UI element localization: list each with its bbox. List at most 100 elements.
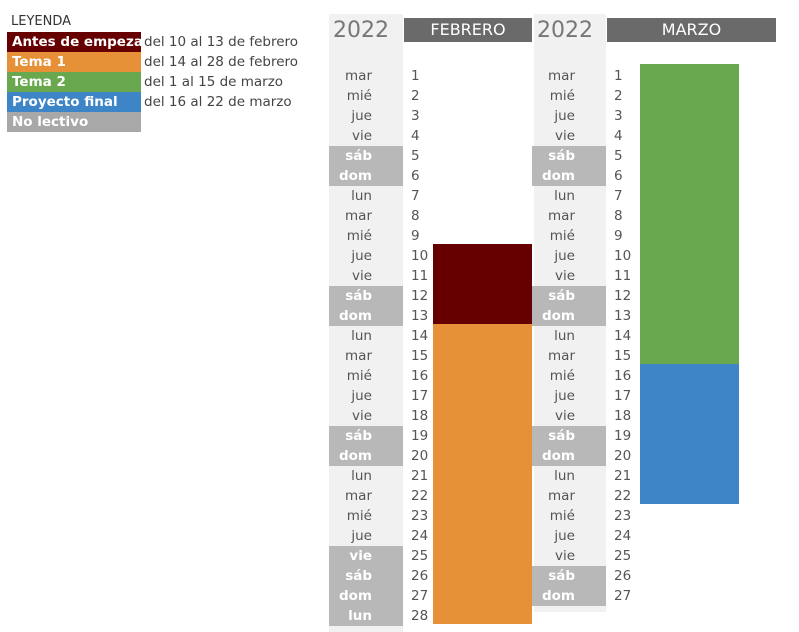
legend-title: LEYENDA — [11, 14, 72, 29]
day-number: 4 — [411, 128, 420, 144]
day-number: 15 — [411, 348, 429, 364]
weekday-label: lun — [351, 468, 372, 484]
legend-range: del 14 al 28 de febrero — [144, 54, 299, 70]
weekday-label: jue — [554, 248, 575, 264]
weekday-label: sáb — [548, 288, 575, 304]
day-row: vie 18 — [329, 406, 428, 426]
day-number: 13 — [411, 308, 429, 324]
day-row: jue 10 — [532, 246, 631, 266]
day-row: lun 7 — [532, 186, 622, 206]
day-number: 3 — [614, 108, 623, 124]
day-row: lun 21 — [532, 466, 631, 486]
day-number: 28 — [411, 608, 429, 624]
day-number: 1 — [411, 68, 420, 84]
legend-swatch-label: Tema 1 — [7, 52, 141, 72]
day-number: 12 — [614, 288, 632, 304]
day-row: sáb 5 — [532, 146, 623, 166]
day-row: sáb 19 — [532, 426, 631, 446]
legend-range: del 1 al 15 de marzo — [144, 74, 284, 90]
legend-range: del 10 al 13 de febrero — [144, 34, 299, 50]
day-number: 25 — [614, 548, 632, 564]
day-row: dom 6 — [532, 166, 623, 186]
day-row: jue 17 — [329, 386, 428, 406]
day-row: vie 25 — [532, 546, 631, 566]
day-number: 22 — [411, 488, 429, 504]
day-number: 8 — [614, 208, 623, 224]
day-number: 17 — [614, 388, 632, 404]
weekday-label: sáb — [345, 148, 372, 164]
day-number: 20 — [614, 448, 632, 464]
day-row: mié 9 — [532, 226, 623, 246]
weekday-label: mar — [548, 208, 575, 224]
day-number: 11 — [411, 268, 429, 284]
day-row: dom 20 — [329, 446, 428, 466]
day-number: 27 — [614, 588, 632, 604]
day-row: sáb 26 — [532, 566, 631, 586]
day-row: lun 28 — [329, 606, 428, 626]
day-number: 10 — [614, 248, 632, 264]
day-row: mar 8 — [532, 206, 623, 226]
weekday-label: mar — [345, 208, 372, 224]
weekday-label: sáb — [345, 428, 372, 444]
weekday-label: vie — [554, 408, 575, 424]
day-row: mié 2 — [532, 86, 623, 106]
day-row: mar 15 — [329, 346, 428, 366]
weekday-label: mié — [346, 508, 372, 524]
weekday-label: mar — [548, 348, 575, 364]
legend-range: del 16 al 22 de marzo — [144, 94, 292, 110]
weekday-label: vie — [554, 548, 575, 564]
day-number: 3 — [411, 108, 420, 124]
day-number: 26 — [411, 568, 429, 584]
weekday-label: mar — [548, 68, 575, 84]
weekday-label: mié — [346, 368, 372, 384]
day-row: dom 27 — [329, 586, 428, 606]
day-number: 14 — [411, 328, 429, 344]
day-row: jue 3 — [532, 106, 622, 126]
weekday-label: dom — [541, 308, 575, 324]
weekday-label: jue — [351, 248, 372, 264]
day-number: 15 — [614, 348, 632, 364]
weekday-label: lun — [348, 608, 372, 624]
weekday-label: dom — [541, 168, 575, 184]
day-number: 16 — [614, 368, 632, 384]
weekday-label: sáb — [548, 568, 575, 584]
weekday-label: sáb — [548, 148, 575, 164]
weekday-label: mié — [549, 508, 575, 524]
weekday-label: mar — [345, 488, 372, 504]
day-row: sáb 12 — [329, 286, 428, 306]
day-row: sáb 5 — [329, 146, 420, 166]
weekday-label: dom — [541, 588, 575, 604]
day-number: 2 — [411, 88, 420, 104]
day-number: 12 — [411, 288, 429, 304]
day-number: 9 — [411, 228, 420, 244]
weekday-label: dom — [541, 448, 575, 464]
day-row: mar 1 — [329, 66, 420, 86]
weekday-label: lun — [351, 188, 372, 204]
day-row: jue 10 — [329, 246, 428, 266]
activity-block — [640, 364, 739, 504]
day-row: sáb 12 — [532, 286, 631, 306]
weekday-label: vie — [351, 408, 372, 424]
day-number: 19 — [614, 428, 632, 444]
day-row: dom 20 — [532, 446, 631, 466]
year-label: 2022 — [333, 18, 389, 43]
day-row: vie 18 — [532, 406, 631, 426]
weekday-label: jue — [351, 388, 372, 404]
day-number: 21 — [411, 468, 429, 484]
weekday-label: dom — [338, 588, 372, 604]
day-number: 26 — [614, 568, 632, 584]
day-row: mié 16 — [329, 366, 428, 386]
day-number: 7 — [411, 188, 420, 204]
day-number: 24 — [614, 528, 632, 544]
weekday-label: sáb — [345, 288, 372, 304]
day-number: 6 — [411, 168, 420, 184]
day-row: mié 16 — [532, 366, 631, 386]
day-row: dom 27 — [532, 586, 631, 606]
legend-swatch-label: Tema 2 — [7, 72, 141, 92]
day-number: 25 — [411, 548, 429, 564]
day-number: 23 — [411, 508, 429, 524]
day-number: 22 — [614, 488, 632, 504]
day-row: mié 23 — [532, 506, 631, 526]
activity-block — [640, 64, 739, 364]
weekday-label: jue — [554, 528, 575, 544]
